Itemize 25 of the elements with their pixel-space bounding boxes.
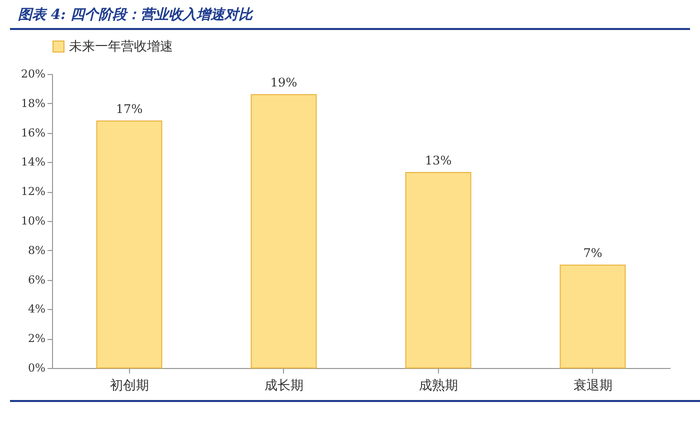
y-tick-label: 10%: [21, 214, 46, 228]
y-tick-label: 2%: [28, 332, 46, 346]
y-tick-label: 8%: [28, 244, 46, 257]
y-tick-label: 4%: [28, 302, 46, 316]
x-tick-label: 衰退期: [573, 378, 612, 394]
data-label: 19%: [270, 76, 298, 90]
chart-title: 图表 4: 四个阶段：营业收入增速对比: [10, 4, 690, 30]
bar: [405, 172, 472, 368]
data-label: 17%: [116, 102, 143, 116]
legend-label: 未来一年营收增速: [69, 40, 173, 54]
y-tick-label: 18%: [21, 96, 46, 110]
bar: [250, 94, 317, 368]
x-tick-label: 成长期: [264, 378, 304, 394]
x-tick-label: 初创期: [110, 378, 149, 394]
data-label: 7%: [583, 246, 602, 260]
bar: [560, 264, 626, 368]
y-tick-label: 14%: [21, 156, 46, 169]
data-label: 13%: [424, 153, 452, 168]
y-tick-label: 0%: [28, 362, 46, 374]
bar: [96, 120, 162, 368]
y-tick-label: 20%: [21, 68, 46, 80]
y-tick-label: 16%: [21, 126, 46, 140]
y-tick-label: 12%: [21, 185, 46, 198]
x-tick-label: 成熟期: [418, 378, 458, 394]
y-tick-label: 6%: [28, 273, 46, 286]
